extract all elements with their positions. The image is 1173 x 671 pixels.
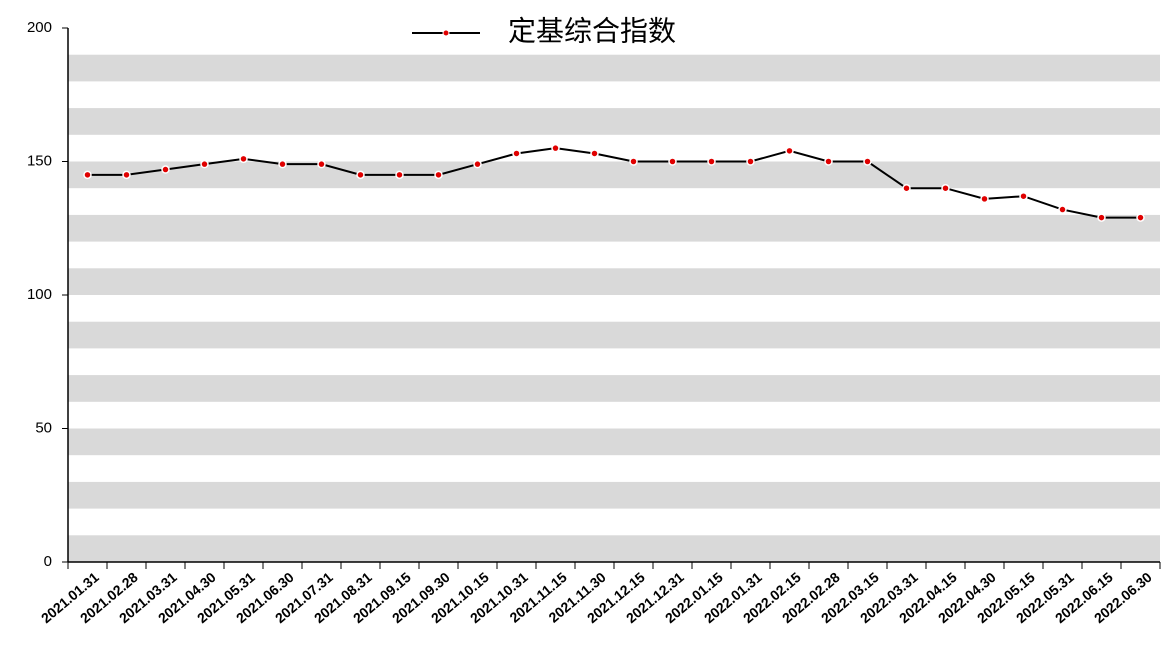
point — [746, 157, 755, 166]
point — [980, 194, 989, 204]
point — [707, 157, 716, 166]
point — [512, 149, 521, 158]
grid-band — [68, 375, 1160, 402]
legend-label: 定基综合指数 — [508, 15, 676, 46]
point — [239, 154, 248, 164]
y-tick-label: 150 — [27, 152, 52, 169]
point — [1097, 213, 1106, 222]
grid-band — [68, 428, 1160, 456]
point — [473, 159, 482, 169]
point — [668, 157, 677, 166]
point — [902, 183, 911, 193]
grid-band — [68, 214, 1160, 242]
grid-band — [68, 481, 1160, 509]
point — [629, 157, 638, 166]
point — [278, 159, 287, 169]
point — [161, 165, 170, 174]
point — [356, 170, 365, 180]
grid-band — [68, 108, 1160, 135]
y-tick-label: 50 — [35, 419, 52, 436]
series-line — [87, 147, 1141, 219]
point — [941, 183, 950, 193]
y-tick-label: 200 — [27, 19, 52, 36]
point — [200, 159, 209, 169]
point — [395, 170, 404, 180]
point — [824, 157, 833, 166]
point — [785, 146, 794, 156]
grid-band — [68, 54, 1160, 82]
point — [590, 149, 599, 158]
point — [317, 159, 326, 169]
grid-bands — [68, 54, 1160, 562]
point — [122, 170, 131, 180]
point — [1058, 205, 1067, 214]
point — [863, 157, 872, 166]
legend-marker — [442, 29, 450, 37]
point — [83, 170, 92, 180]
grid-band — [68, 535, 1160, 562]
point — [434, 170, 443, 180]
point — [1019, 191, 1028, 201]
grid-band — [68, 321, 1160, 349]
y-tick-label: 100 — [27, 286, 52, 303]
y-tick-label: 0 — [44, 553, 52, 570]
grid-band — [68, 268, 1160, 295]
grid-band — [68, 161, 1160, 189]
point — [1136, 213, 1145, 222]
point — [551, 143, 560, 153]
